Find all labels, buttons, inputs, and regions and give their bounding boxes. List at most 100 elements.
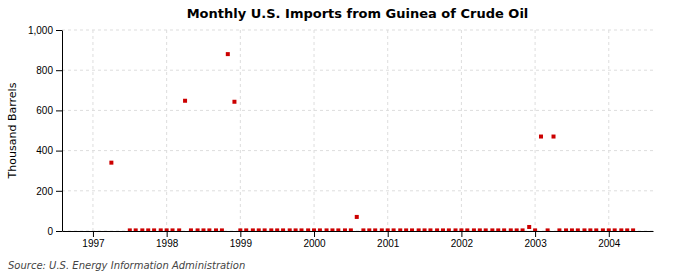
point — [509, 228, 513, 231]
point — [349, 228, 353, 231]
tick: 2002 — [451, 231, 474, 249]
point — [226, 52, 230, 56]
tick-label: 200 — [36, 186, 53, 197]
tick-mark — [56, 151, 62, 152]
axis-line — [62, 31, 63, 232]
point — [257, 228, 261, 231]
grid-line — [240, 30, 241, 231]
point — [601, 228, 605, 231]
point — [238, 228, 242, 231]
point — [146, 228, 150, 231]
point — [367, 228, 371, 231]
tick-label: 2001 — [377, 238, 400, 249]
tick: 2003 — [524, 231, 547, 249]
grid-line — [314, 30, 315, 231]
point — [251, 228, 255, 231]
tick-mark — [56, 30, 62, 31]
grid-line — [166, 30, 167, 231]
y-axis: 02004006008001,000 — [28, 25, 63, 237]
point — [165, 228, 169, 231]
grid-line — [62, 30, 653, 31]
tick-mark — [314, 231, 315, 237]
point — [128, 228, 132, 231]
tick-mark — [609, 231, 610, 237]
points — [109, 52, 635, 231]
tick-mark — [56, 231, 62, 232]
point — [619, 228, 623, 231]
tick: 2004 — [598, 231, 621, 249]
tick: 1999 — [230, 231, 253, 249]
point — [502, 228, 506, 231]
point — [269, 228, 273, 231]
tick-label: 2002 — [451, 238, 474, 249]
point — [490, 228, 494, 231]
point — [552, 135, 556, 139]
point — [312, 228, 316, 231]
point — [330, 228, 334, 231]
point — [594, 228, 598, 231]
point — [484, 228, 488, 231]
tick-label: 2004 — [598, 238, 621, 249]
tick-mark — [56, 191, 62, 192]
point — [171, 228, 175, 231]
point — [478, 228, 482, 231]
point — [454, 228, 458, 231]
tick-mark — [461, 231, 462, 237]
point — [281, 228, 285, 231]
grid-line — [62, 150, 653, 151]
tick-label: 1997 — [82, 238, 105, 249]
point — [220, 228, 224, 231]
point — [207, 228, 211, 231]
tick-label: 800 — [36, 65, 53, 76]
point — [159, 228, 163, 231]
point — [539, 135, 543, 139]
point — [496, 228, 500, 231]
point — [625, 228, 629, 231]
point — [527, 225, 531, 229]
point — [318, 228, 322, 231]
point — [417, 228, 421, 231]
point — [134, 228, 138, 231]
point — [447, 228, 451, 231]
plot: 1997199819992000200120022003200402004006… — [28, 25, 654, 249]
grid-line — [92, 30, 93, 231]
point — [288, 228, 292, 231]
point — [214, 228, 218, 231]
point — [582, 228, 586, 231]
grid — [62, 30, 653, 231]
tick-mark — [56, 70, 62, 71]
point — [355, 215, 359, 219]
point — [607, 228, 611, 231]
point — [201, 228, 205, 231]
grid-line — [62, 110, 653, 111]
tick-label: 2003 — [524, 238, 547, 249]
point — [343, 228, 347, 231]
point — [613, 228, 617, 231]
point — [570, 228, 574, 231]
chart: 1997199819992000200120022003200402004006… — [0, 0, 675, 275]
point — [435, 228, 439, 231]
tick-label: 1998 — [156, 238, 179, 249]
y-axis-title: Thousand Barrels — [6, 82, 19, 179]
grid-line — [62, 70, 653, 71]
x-axis: 1997 1998 1999 2000 2001 2002 2003 2004 — [63, 231, 654, 249]
grid-line — [387, 30, 388, 231]
point — [410, 228, 414, 231]
tick-mark — [535, 231, 536, 237]
axis-line — [63, 231, 654, 232]
point — [336, 228, 340, 231]
point — [441, 228, 445, 231]
tick: 0 — [47, 226, 62, 237]
title: Monthly U.S. Imports from Guinea of Crud… — [187, 6, 529, 21]
tick-label: 2000 — [303, 238, 326, 249]
point — [576, 228, 580, 231]
point — [189, 228, 193, 231]
point — [428, 228, 432, 231]
point — [472, 228, 476, 231]
point — [459, 228, 463, 231]
point — [294, 228, 298, 231]
point — [196, 228, 200, 231]
tick-mark — [388, 231, 389, 237]
point — [325, 228, 329, 231]
point — [183, 99, 187, 103]
